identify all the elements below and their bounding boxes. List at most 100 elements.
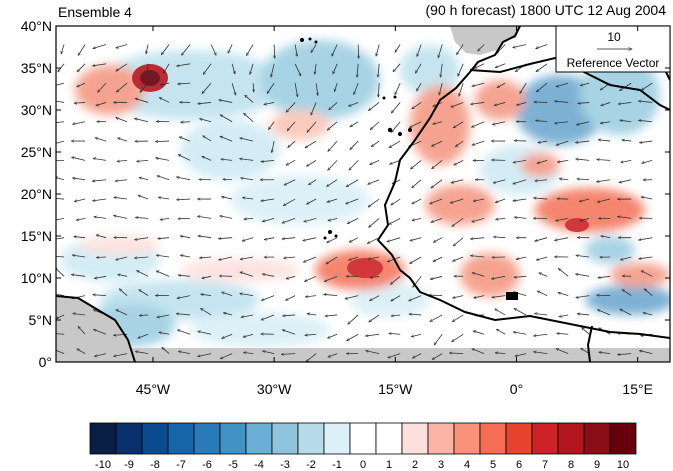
wind-arrow-icon bbox=[433, 237, 443, 243]
wind-arrow-icon bbox=[513, 160, 527, 162]
wind-arrow-icon bbox=[241, 314, 254, 317]
wind-arrow-icon bbox=[601, 236, 611, 239]
wind-arrow-icon bbox=[493, 237, 506, 238]
wind-arrow-icon bbox=[536, 256, 548, 260]
wind-arrow-icon bbox=[305, 140, 317, 149]
wind-arrow-icon bbox=[409, 295, 422, 302]
wind-arrow-icon bbox=[244, 218, 254, 219]
wind-arrow-icon bbox=[282, 217, 296, 223]
land-iberia bbox=[450, 26, 520, 55]
wind-arrow-icon bbox=[114, 197, 128, 200]
wind-arrow-icon bbox=[431, 217, 443, 222]
wind-arrow-icon bbox=[576, 255, 590, 258]
wind-arrow-icon bbox=[307, 314, 317, 315]
wind-arrow-icon bbox=[533, 198, 548, 199]
wind-arrow-icon bbox=[221, 197, 233, 200]
wind-arrow-icon bbox=[56, 100, 65, 103]
wind-arrow-icon bbox=[576, 295, 590, 298]
wind-arrow-icon bbox=[294, 44, 297, 56]
wind-arrow-icon bbox=[271, 63, 275, 77]
wind-arrow-icon bbox=[267, 82, 275, 93]
wind-arrow-icon bbox=[115, 180, 128, 181]
wind-arrow-icon bbox=[536, 82, 548, 92]
wind-arrow-icon bbox=[349, 237, 359, 243]
lon-tick-label: 15°E bbox=[622, 381, 653, 397]
wind-arrow-icon bbox=[348, 102, 359, 106]
colorbar-swatch bbox=[219, 422, 247, 455]
lat-tick-label: 25°N bbox=[21, 144, 52, 160]
wind-arrow-icon bbox=[282, 238, 296, 239]
wind-arrow-icon bbox=[262, 274, 275, 277]
wind-arrow-icon bbox=[453, 237, 464, 246]
wind-arrow-icon bbox=[493, 179, 506, 183]
wind-arrow-icon bbox=[315, 63, 316, 75]
colorbar-label: 3 bbox=[438, 459, 444, 471]
wind-arrow-icon bbox=[559, 179, 569, 180]
wind-arrow-icon bbox=[268, 121, 275, 130]
wind-arrow-icon bbox=[135, 98, 149, 103]
wind-arrow-icon bbox=[558, 268, 569, 277]
wind-arrow-icon bbox=[96, 102, 107, 105]
wind-arrow-icon bbox=[366, 351, 380, 354]
wind-arrow-icon bbox=[534, 313, 548, 316]
wind-arrow-icon bbox=[250, 63, 254, 75]
wind-arrow-icon bbox=[134, 257, 149, 258]
wind-arrow-icon bbox=[621, 160, 632, 162]
wind-arrow-icon bbox=[347, 217, 359, 224]
wind-arrow-icon bbox=[253, 83, 254, 92]
lat-tick-label: 15°N bbox=[21, 228, 52, 244]
wind-arrow-icon bbox=[135, 217, 149, 218]
wind-arrow-icon bbox=[410, 160, 422, 169]
wind-arrow-icon bbox=[158, 238, 170, 239]
colorbar-label: -9 bbox=[124, 459, 134, 471]
wind-arrow-icon bbox=[471, 121, 485, 128]
wind-arrow-icon bbox=[389, 218, 401, 225]
wind-arrow-icon bbox=[74, 198, 86, 201]
wind-arrow-icon bbox=[326, 256, 338, 265]
wind-arrow-icon bbox=[303, 237, 317, 241]
wind-arrow-icon bbox=[641, 82, 653, 90]
wind-arrow-icon bbox=[227, 44, 233, 53]
wind-arrow-icon bbox=[617, 216, 632, 219]
wind-arrow-icon bbox=[198, 102, 212, 103]
wind-arrow-icon bbox=[134, 237, 149, 240]
wind-arrow-icon bbox=[240, 272, 254, 277]
colorbar-swatch bbox=[505, 422, 533, 455]
wind-arrow-icon bbox=[178, 275, 191, 276]
wind-arrow-icon bbox=[453, 121, 464, 129]
wind-arrow-icon bbox=[246, 44, 254, 55]
wind-arrow-icon bbox=[452, 218, 464, 226]
wind-arrow-icon bbox=[223, 313, 233, 316]
wind-arrow-icon bbox=[94, 353, 107, 357]
wind-arrow-icon bbox=[394, 82, 401, 95]
colorbar-swatch bbox=[557, 422, 585, 455]
wind-arrow-icon bbox=[218, 238, 233, 239]
wind-arrow-icon bbox=[576, 121, 590, 125]
wind-arrow-icon bbox=[409, 121, 422, 128]
wind-arrow-icon bbox=[138, 333, 149, 338]
wind-arrow-icon bbox=[533, 333, 548, 336]
wind-arrow-icon bbox=[370, 295, 380, 302]
wind-arrow-icon bbox=[285, 295, 296, 301]
wind-arrow-icon bbox=[261, 295, 275, 301]
wind-arrow-icon bbox=[378, 63, 379, 77]
wind-arrow-icon bbox=[434, 334, 443, 345]
wind-arrow-icon bbox=[197, 216, 212, 219]
colorbar-label: -3 bbox=[280, 459, 290, 471]
wind-arrow-icon bbox=[368, 102, 380, 110]
wind-arrow-icon bbox=[327, 333, 338, 338]
wind-arrow-icon bbox=[116, 256, 128, 260]
wind-arrow-icon bbox=[327, 121, 338, 130]
wind-arrow-icon bbox=[274, 44, 275, 58]
wind-arrow-icon bbox=[641, 270, 653, 277]
wind-arrow-icon bbox=[92, 63, 107, 66]
map-panel bbox=[56, 26, 670, 362]
wind-arrow-icon bbox=[440, 63, 443, 78]
wind-arrow-icon bbox=[117, 160, 128, 161]
wind-arrow-icon bbox=[643, 313, 653, 316]
wind-arrow-icon bbox=[357, 63, 358, 78]
reference-vector-magnitude: 10 bbox=[607, 30, 621, 44]
colorbar-swatch bbox=[115, 422, 143, 455]
wind-arrow-icon bbox=[74, 102, 86, 103]
wind-arrow-icon bbox=[459, 82, 464, 96]
